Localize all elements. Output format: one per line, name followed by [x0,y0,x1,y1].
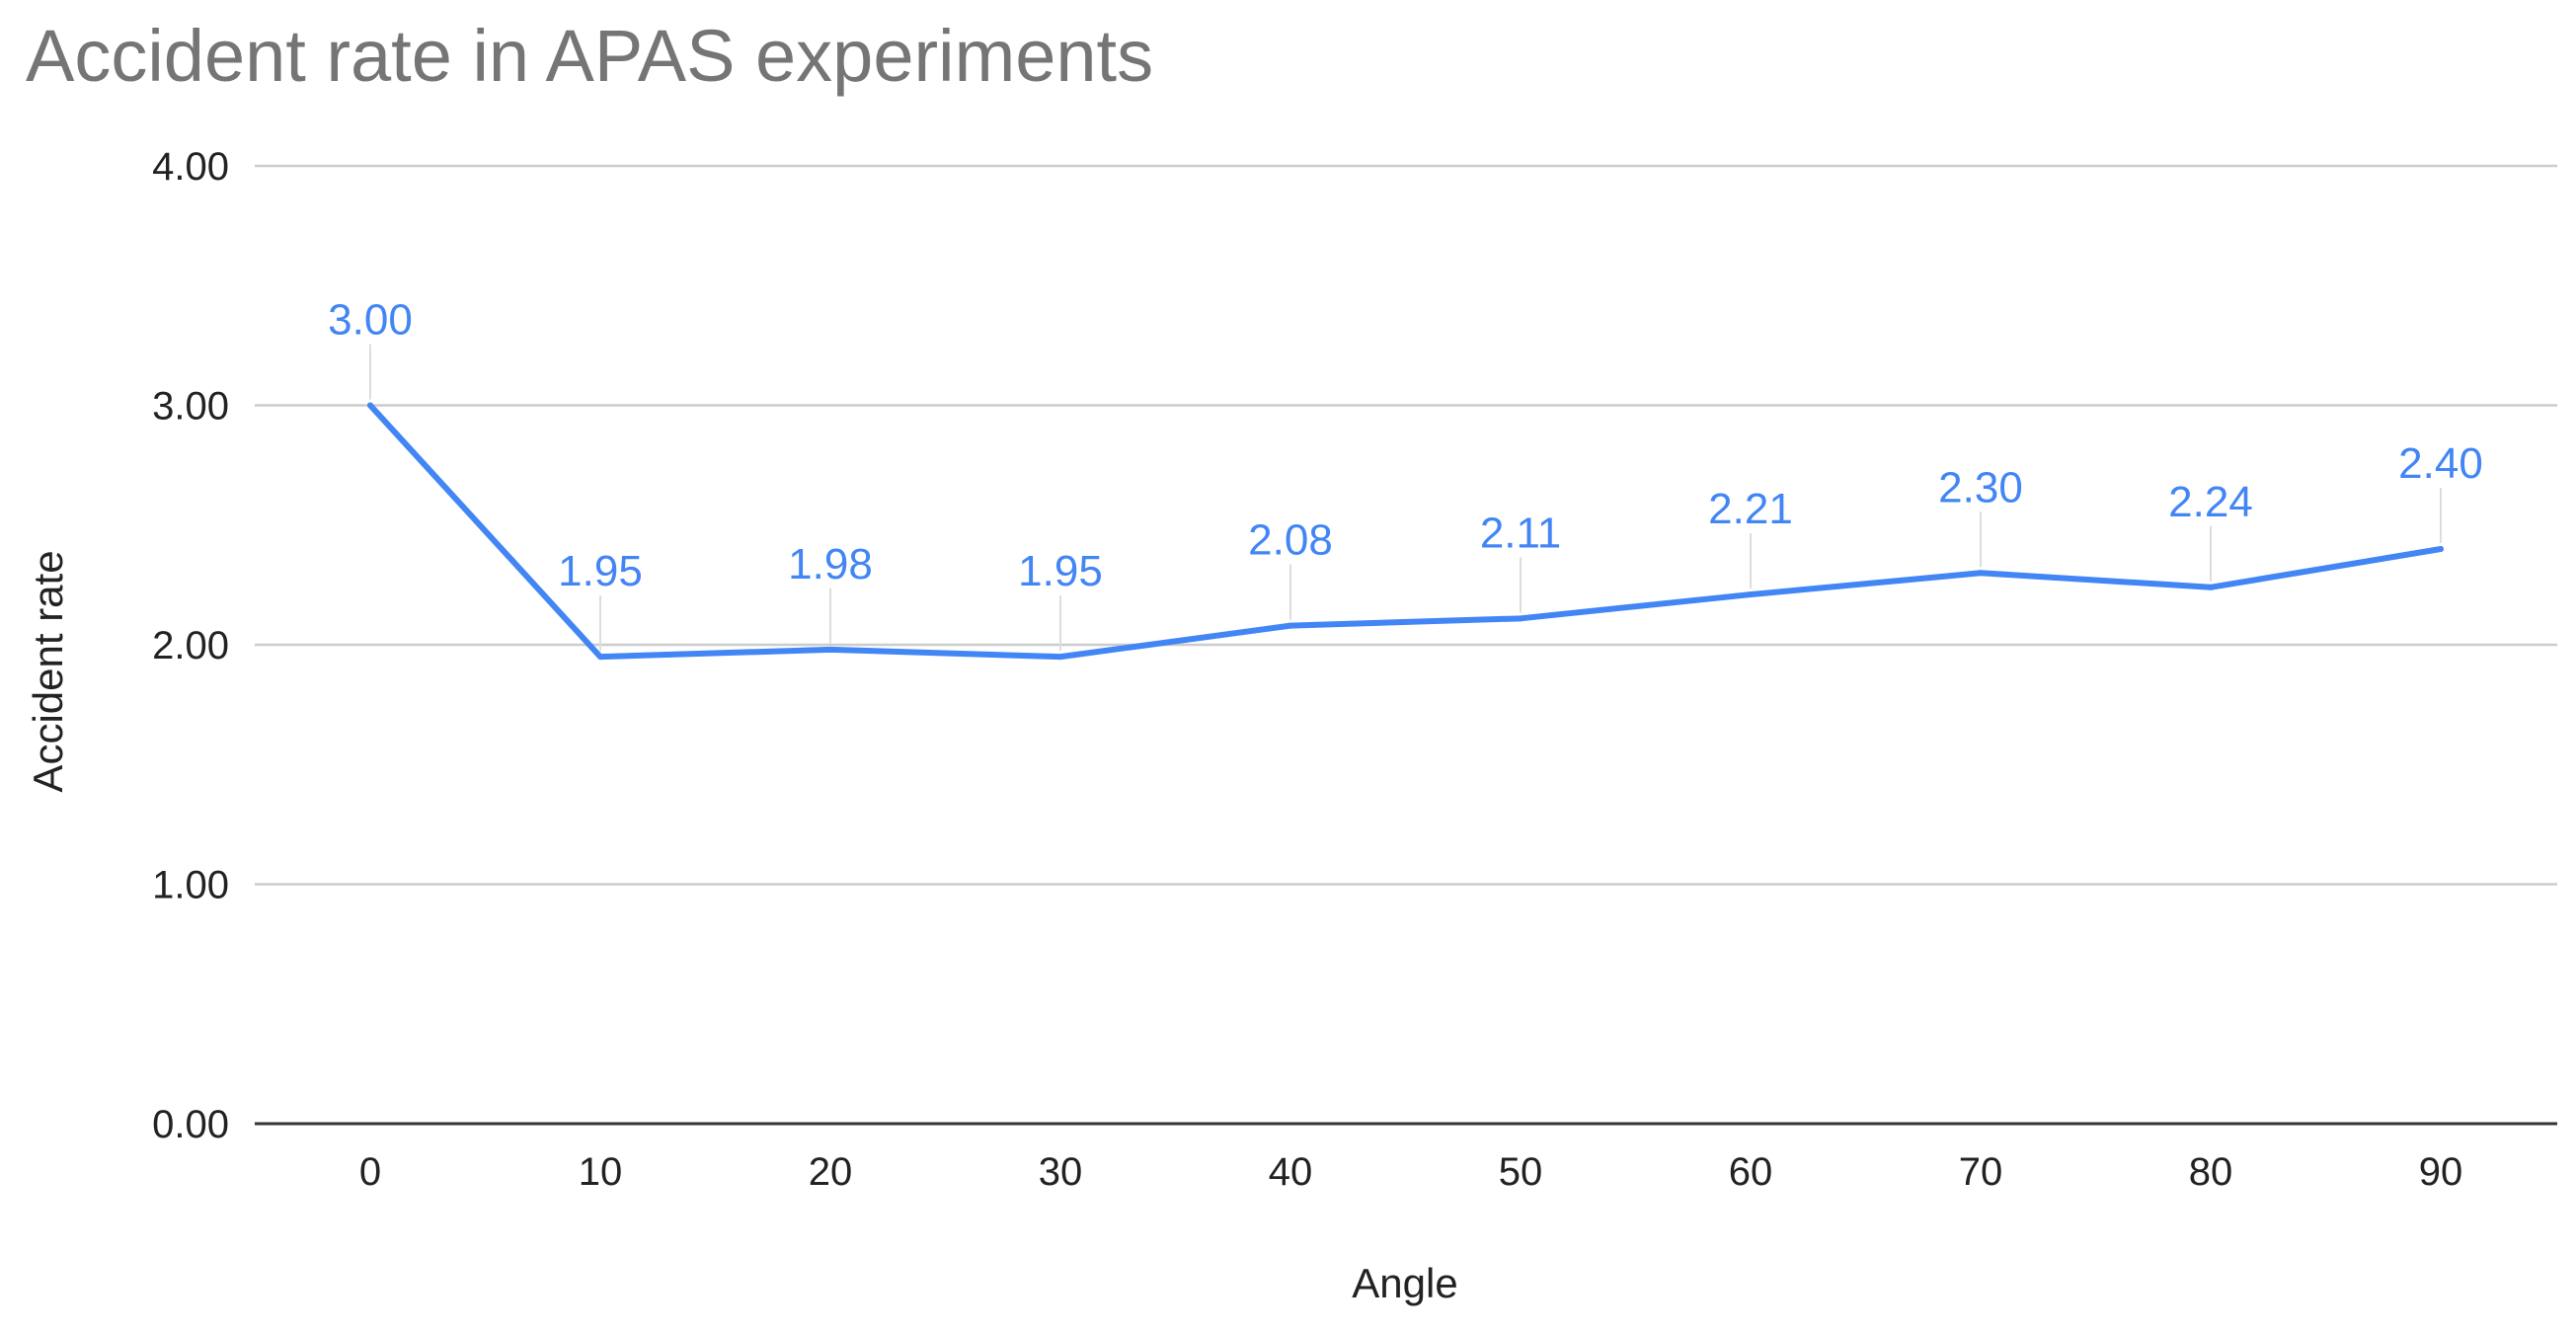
y-tick-label: 2.00 [152,624,229,667]
x-tick-label: 40 [1269,1150,1313,1194]
y-tick-label: 1.00 [152,864,229,907]
x-axis-title: Angle [1352,1260,1457,1306]
gridlines [255,164,2557,1126]
data-labels: 3.00 1.95 1.98 1.95 2.08 2.11 2.21 2.30 2.24 2.40 [328,296,2483,596]
x-tick-label: 60 [1729,1150,1773,1194]
data-label: 1.98 [788,540,873,588]
axis-ticks: 0.00 1.00 2.00 3.00 4.00 0 10 20 30 40 50 60 70 80 90 [152,145,2462,1194]
x-tick-label: 90 [2419,1150,2463,1194]
y-tick-label: 0.00 [152,1103,229,1146]
x-tick-label: 0 [359,1150,381,1194]
x-tick-label: 10 [579,1150,623,1194]
chart-title: Accident rate in APAS experiments [26,15,1153,97]
data-label: 3.00 [328,296,413,345]
data-point [1978,570,1984,577]
data-point [367,402,373,409]
y-tick-label: 4.00 [152,145,229,189]
data-point [2208,584,2214,590]
data-label: 1.95 [1018,547,1103,595]
data-point [1288,622,1293,629]
x-tick-label: 80 [2189,1150,2233,1194]
y-tick-label: 3.00 [152,385,229,429]
data-label: 1.95 [558,547,643,595]
data-label: 2.30 [1938,463,2023,511]
data-point [2438,546,2444,552]
x-tick-label: 30 [1039,1150,1083,1194]
data-point [1518,615,1523,622]
data-label: 2.08 [1248,516,1333,565]
data-label-leaders [369,344,2442,652]
data-label: 2.24 [2168,478,2253,526]
series-line [367,402,2444,661]
data-point [597,654,603,661]
series-layer [367,402,2444,661]
data-label: 2.11 [1480,509,1561,557]
data-point [1057,654,1063,661]
x-tick-label: 50 [1499,1150,1543,1194]
data-point [827,646,833,653]
data-point [1748,591,1754,598]
data-label: 2.40 [2398,439,2483,488]
x-tick-label: 20 [809,1150,853,1194]
x-tick-label: 70 [1959,1150,2003,1194]
data-label: 2.21 [1708,485,1793,533]
y-axis-title: Accident rate [25,550,71,792]
